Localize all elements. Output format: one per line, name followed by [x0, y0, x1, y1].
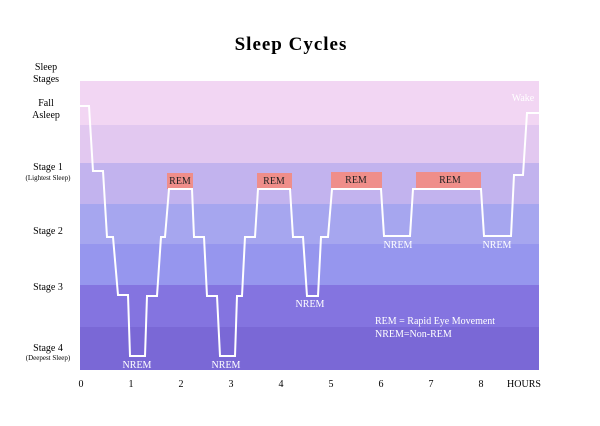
rem-label-4: REM: [439, 175, 461, 186]
y-label-fall-asleep-line1: Fall: [38, 98, 54, 109]
nrem-label-2: NREM: [212, 360, 241, 371]
x-tick-0: 0: [79, 379, 84, 390]
x-tick-4: 4: [279, 379, 284, 390]
y-label-stage-1-sub: (Lightest Sleep): [26, 174, 72, 182]
y-axis-labels: Sleep Stages Fall Asleep Stage 1 (Lighte…: [26, 62, 72, 362]
nrem-label-4: NREM: [384, 240, 413, 251]
page-title: Sleep Cycles: [235, 34, 348, 55]
y-label-stage-3: Stage 3: [33, 282, 63, 293]
band-stage-4: [80, 327, 539, 370]
band-wake: [80, 81, 539, 125]
legend-line-1: REM = Rapid Eye Movement: [375, 316, 495, 327]
y-label-stage-2: Stage 2: [33, 226, 63, 237]
x-axis-unit-label: HOURS: [507, 379, 541, 390]
x-tick-7: 7: [429, 379, 434, 390]
stage-bands: [80, 81, 539, 370]
y-axis-header-line2: Stages: [33, 74, 59, 85]
band-fall-asleep: [80, 125, 539, 163]
band-stage-2-lower: [80, 244, 539, 285]
legend: REM = Rapid Eye Movement NREM=Non-REM: [375, 316, 495, 340]
band-stage-2-upper: [80, 204, 539, 244]
x-tick-8: 8: [479, 379, 484, 390]
rem-box-4: [416, 172, 481, 189]
rem-label-3: REM: [345, 175, 367, 186]
x-tick-3: 3: [229, 379, 234, 390]
y-axis-header-line1: Sleep: [35, 62, 57, 73]
y-label-stage-4: Stage 4: [33, 343, 63, 354]
nrem-label-5: NREM: [483, 240, 512, 251]
x-tick-5: 5: [329, 379, 334, 390]
hypnogram-line: [80, 105, 539, 357]
x-tick-1: 1: [129, 379, 134, 390]
rem-box-1: [167, 173, 193, 189]
rem-label-2: REM: [263, 176, 285, 187]
y-label-fall-asleep-line2: Asleep: [32, 110, 60, 121]
y-label-stage-1: Stage 1: [33, 162, 63, 173]
x-axis-ticks: 0 1 2 3 4 5 6 7 8: [79, 379, 484, 390]
nrem-label-1: NREM: [123, 360, 152, 371]
rem-boxes: REM REM REM REM: [167, 172, 481, 189]
rem-box-2: [257, 173, 292, 189]
x-tick-2: 2: [179, 379, 184, 390]
legend-line-2: NREM=Non-REM: [375, 329, 452, 340]
phase-labels: Wake NREM NREM NREM NREM NREM: [123, 93, 535, 371]
y-label-stage-4-sub: (Deepest Sleep): [26, 354, 71, 362]
nrem-label-3: NREM: [296, 299, 325, 310]
rem-box-3: [331, 172, 382, 189]
wake-label: Wake: [512, 93, 535, 104]
x-tick-6: 6: [379, 379, 384, 390]
rem-label-1: REM: [169, 176, 191, 187]
